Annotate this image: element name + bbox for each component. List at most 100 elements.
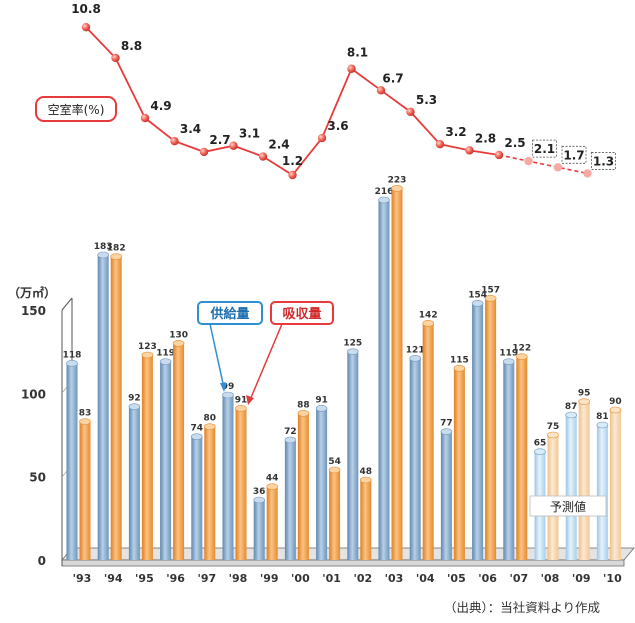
bar-supply — [284, 440, 296, 560]
bar-value-label: 122 — [512, 344, 531, 354]
vacancy-value-label: 2.7 — [209, 133, 230, 147]
bar-cap — [110, 253, 122, 260]
bar-absorption — [578, 401, 590, 560]
legend-absorption-label: 吸収量 — [282, 307, 321, 322]
bar-value-label: 115 — [450, 355, 469, 365]
vacancy-value-label: 3.4 — [180, 122, 201, 136]
bar-value-label: 216 — [375, 187, 394, 197]
bar-value-label: 223 — [388, 175, 407, 185]
vacancy-value-label: 2.8 — [475, 131, 496, 145]
bar-cap — [159, 358, 172, 365]
bar-cap — [515, 353, 528, 360]
bar-value-label: 81 — [596, 412, 609, 422]
bar-supply — [253, 500, 265, 560]
bar-supply — [503, 361, 515, 560]
x-tick-label: '10 — [603, 572, 622, 585]
legend-vacancy-label: 空室率(%) — [48, 102, 105, 117]
bar-value-label: 92 — [128, 394, 141, 404]
vacancy-value-label: 8.1 — [347, 46, 368, 60]
bar-cap — [235, 405, 247, 412]
bar-cap — [547, 431, 559, 439]
legend-supply-label: 供給量 — [209, 306, 249, 322]
vacancy-point — [347, 64, 356, 73]
bar-cap — [359, 476, 372, 484]
bar-supply — [347, 351, 359, 560]
vacancy-value-label: 5.3 — [416, 93, 437, 107]
vacancy-point — [376, 86, 386, 95]
bar-absorption — [79, 421, 91, 560]
bar-cap — [222, 391, 234, 399]
bar-cap — [266, 483, 279, 490]
bar-value-label: 119 — [499, 349, 518, 359]
bar-cap — [534, 448, 546, 455]
vacancy-value-label: 1.7 — [563, 148, 584, 162]
bar-value-label: 75 — [547, 422, 560, 432]
bar-value-label: 183 — [94, 242, 113, 252]
bar-value-label: 142 — [419, 310, 438, 320]
vacancy-point — [111, 53, 120, 63]
bar-value-label: 182 — [107, 244, 126, 254]
vacancy-line-forecast — [498, 154, 588, 175]
bar-value-label: 44 — [266, 474, 279, 484]
bar-cap — [453, 365, 466, 372]
vacancy-point — [288, 170, 297, 180]
x-tick-label: '99 — [260, 572, 279, 585]
x-tick-label: '06 — [478, 572, 497, 585]
bar-value-label: 154 — [468, 290, 487, 300]
bar-value-label: 74 — [191, 424, 204, 434]
bar-value-label: 77 — [440, 419, 453, 429]
bar-absorption — [422, 323, 434, 560]
x-tick-label: '08 — [541, 572, 560, 585]
vacancy-rate-line: 10.8 8.8 4.9 3.4 2.7 3.1 2.4 1.2 3.6 8.1 6.7 5.3 3.2… — [71, 2, 616, 180]
bar-value-label: 91 — [315, 395, 328, 405]
bar-cap — [315, 405, 328, 412]
bar-supply — [440, 431, 452, 560]
bar-value-label: 90 — [609, 397, 622, 407]
bar-cap — [409, 355, 422, 362]
vacancy-point — [583, 169, 592, 178]
x-tick-label: '02 — [353, 572, 372, 585]
bar-value-label: 65 — [534, 439, 547, 449]
bar-supply — [222, 395, 234, 560]
bar-cap — [191, 433, 203, 440]
forecast-value-box — [561, 145, 587, 164]
bar-cap — [609, 406, 622, 414]
bar-absorption — [516, 356, 528, 560]
source-note: （出典）：当社資料より作成 — [444, 600, 600, 615]
forecast-label: 予測値 — [550, 499, 586, 514]
bar-supply — [97, 255, 109, 560]
bar-cap — [565, 411, 578, 419]
bar-cap — [391, 185, 403, 192]
vacancy-value-label: 2.1 — [534, 142, 555, 156]
y-tick-label: 50 — [29, 471, 46, 485]
bar-value-label: 118 — [63, 350, 82, 360]
vacancy-point — [553, 163, 563, 172]
bar-value-label: 88 — [297, 400, 310, 410]
bar-cap — [578, 398, 591, 405]
bar-supply — [596, 425, 608, 560]
bar-cap — [204, 423, 216, 430]
vacancy-value-label: 3.1 — [239, 127, 260, 141]
bar-cap — [596, 421, 609, 429]
bar-absorption — [391, 188, 403, 561]
bar-absorption — [329, 470, 341, 560]
bar-value-label: 72 — [284, 427, 297, 437]
vacancy-value-label: 1.2 — [282, 154, 303, 168]
bar-cap — [440, 428, 453, 435]
y-tick-label: 150 — [21, 304, 46, 318]
legend-vacancy-rate: 空室率(%) — [35, 96, 117, 122]
vacancy-point — [258, 152, 268, 161]
bar-absorption — [110, 256, 122, 560]
vacancy-point — [140, 113, 150, 123]
vacancy-value-label: 4.9 — [150, 99, 171, 113]
vacancy-point — [229, 141, 238, 150]
x-tick-label: '04 — [416, 572, 435, 585]
bar-cap — [66, 360, 78, 367]
y-axis-unit: （万㎡） — [8, 285, 56, 300]
vacancy-point — [435, 140, 445, 149]
bar-cap — [253, 496, 266, 504]
bar-supply — [128, 406, 140, 560]
